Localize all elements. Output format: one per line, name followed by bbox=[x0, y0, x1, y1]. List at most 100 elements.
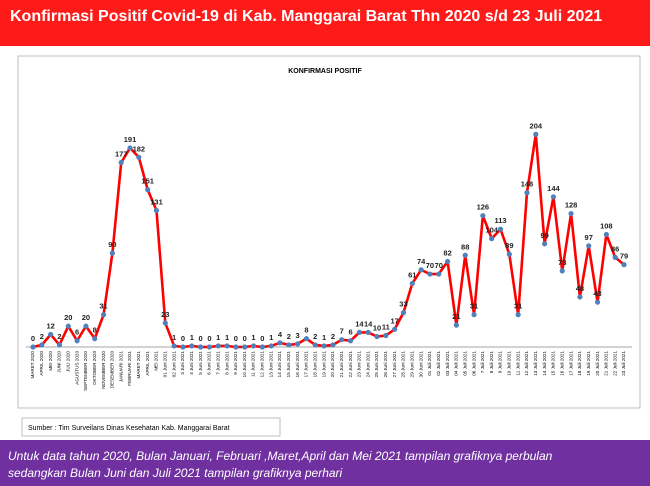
x-tick-label: JULI 2020 bbox=[66, 351, 71, 372]
data-label: 20 bbox=[64, 313, 72, 322]
x-tick-label: 22 Juni 2021 bbox=[348, 351, 353, 378]
x-tick-label: 16 Juli 2021 bbox=[559, 351, 564, 376]
x-tick-label: JANUARI 2021 bbox=[118, 351, 123, 383]
marker bbox=[162, 320, 168, 326]
x-tick-label: FEBRUARI 2021 bbox=[127, 351, 132, 386]
data-label: 1 bbox=[190, 333, 194, 342]
data-label: 7 bbox=[340, 327, 344, 336]
marker bbox=[321, 343, 327, 349]
data-label: 0 bbox=[260, 334, 264, 343]
marker bbox=[577, 294, 583, 300]
marker bbox=[136, 154, 142, 160]
marker bbox=[347, 338, 354, 344]
data-label: 2 bbox=[313, 332, 317, 341]
data-label: 144 bbox=[547, 184, 560, 193]
marker bbox=[621, 262, 627, 268]
marker bbox=[250, 343, 257, 349]
marker bbox=[462, 252, 468, 258]
data-label: 177 bbox=[115, 150, 128, 159]
data-label: 108 bbox=[600, 221, 613, 230]
x-tick-label: 7 Juni 2021 bbox=[215, 351, 220, 375]
marker bbox=[497, 226, 504, 232]
marker bbox=[489, 236, 495, 242]
data-label: 6 bbox=[75, 328, 79, 337]
data-label: 88 bbox=[461, 242, 469, 251]
x-tick-label: 16 Juni 2021 bbox=[295, 351, 300, 378]
x-tick-label: 10 Juli 2021 bbox=[507, 351, 512, 376]
data-label: 82 bbox=[443, 249, 451, 258]
x-tick-label: 9 Juli 2021 bbox=[498, 351, 503, 374]
data-label: 1 bbox=[322, 333, 326, 342]
x-tick-label: 17 Juli 2021 bbox=[568, 351, 573, 376]
marker bbox=[92, 336, 98, 342]
x-tick-label: MARET 2020 bbox=[30, 351, 35, 379]
marker bbox=[259, 344, 265, 350]
x-tick-label: 15 Juli 2021 bbox=[551, 351, 556, 376]
data-label: 79 bbox=[620, 252, 628, 261]
marker bbox=[365, 329, 371, 336]
marker bbox=[436, 271, 442, 277]
marker bbox=[171, 343, 177, 349]
data-label: 90 bbox=[108, 240, 116, 249]
x-tick-label: 02 Juni 2021 bbox=[171, 351, 176, 378]
x-tick-label: SEPTEMBER 2020 bbox=[83, 351, 88, 391]
x-tick-label: 14 Juni 2021 bbox=[277, 351, 282, 378]
data-label: 10 bbox=[373, 324, 381, 333]
x-tick-label: 18 Juli 2021 bbox=[577, 351, 582, 376]
x-tick-label: 18 Juni 2021 bbox=[312, 351, 317, 378]
x-tick-label: 27 Juni 2021 bbox=[392, 351, 397, 378]
marker bbox=[471, 312, 477, 318]
x-tick-label: DESEMBER 2020 bbox=[110, 351, 115, 389]
data-label: 0 bbox=[207, 334, 211, 343]
data-label: 73 bbox=[558, 258, 566, 267]
marker bbox=[515, 312, 521, 318]
x-tick-label: 01 Juli 2021 bbox=[427, 351, 432, 376]
data-label: 14 bbox=[355, 319, 364, 328]
data-label: 0 bbox=[31, 334, 35, 343]
marker bbox=[542, 241, 548, 247]
x-tick-label: MARET 2021 bbox=[136, 351, 141, 379]
x-tick-label: 3 Juni 2021 bbox=[180, 351, 185, 375]
x-tick-label: 29 Juni 2021 bbox=[410, 351, 415, 378]
x-tick-label: 20 Juni 2021 bbox=[330, 351, 335, 378]
marker bbox=[392, 326, 398, 332]
marker bbox=[215, 343, 221, 349]
x-tick-label: 06 Juli 2021 bbox=[471, 351, 476, 376]
marker bbox=[550, 194, 557, 200]
x-tick-label: 10 Juni 2021 bbox=[242, 351, 247, 378]
x-tick-label: 04 Juli 2021 bbox=[454, 351, 459, 376]
data-label: 61 bbox=[408, 270, 416, 279]
x-tick-label: 7 Juli 2021 bbox=[480, 351, 485, 374]
x-tick-label: 13 Juni 2021 bbox=[268, 351, 273, 378]
x-tick-label: AGUSTUS 2020 bbox=[74, 351, 79, 385]
x-tick-label: 8 Juli 2021 bbox=[489, 351, 494, 374]
x-tick-label: 6 Juni 2021 bbox=[207, 351, 212, 375]
data-label: 17 bbox=[390, 316, 398, 325]
data-label: 1 bbox=[251, 333, 255, 342]
marker bbox=[277, 340, 283, 346]
footer: Untuk data tahun 2020, Bulan Januari, Fe… bbox=[0, 440, 650, 486]
data-label: 8 bbox=[304, 326, 308, 335]
x-tick-label: 15 Juni 2021 bbox=[286, 351, 291, 378]
data-label: 11 bbox=[382, 323, 390, 332]
x-tick-label: 12 Juni 2021 bbox=[260, 351, 265, 378]
data-label: 4 bbox=[278, 330, 283, 339]
data-label: 43 bbox=[593, 289, 601, 298]
marker bbox=[127, 145, 133, 151]
data-label: 182 bbox=[133, 144, 146, 153]
data-label: 74 bbox=[417, 257, 426, 266]
marker bbox=[109, 250, 115, 256]
x-tick-label: 13 Juli 2021 bbox=[533, 351, 538, 376]
data-label: 104 bbox=[485, 226, 498, 235]
data-label: 204 bbox=[530, 121, 543, 130]
data-label: 12 bbox=[46, 321, 54, 330]
x-tick-label: MEI 2020 bbox=[48, 351, 53, 371]
marker bbox=[330, 342, 336, 348]
x-tick-label: 4 Juni 2021 bbox=[189, 351, 194, 375]
marker bbox=[453, 322, 460, 328]
x-tick-label: 30 Juni 2021 bbox=[418, 351, 423, 378]
source-box bbox=[21, 417, 281, 437]
data-label: 1 bbox=[172, 333, 176, 342]
marker bbox=[233, 344, 239, 350]
data-label: 70 bbox=[435, 261, 443, 270]
